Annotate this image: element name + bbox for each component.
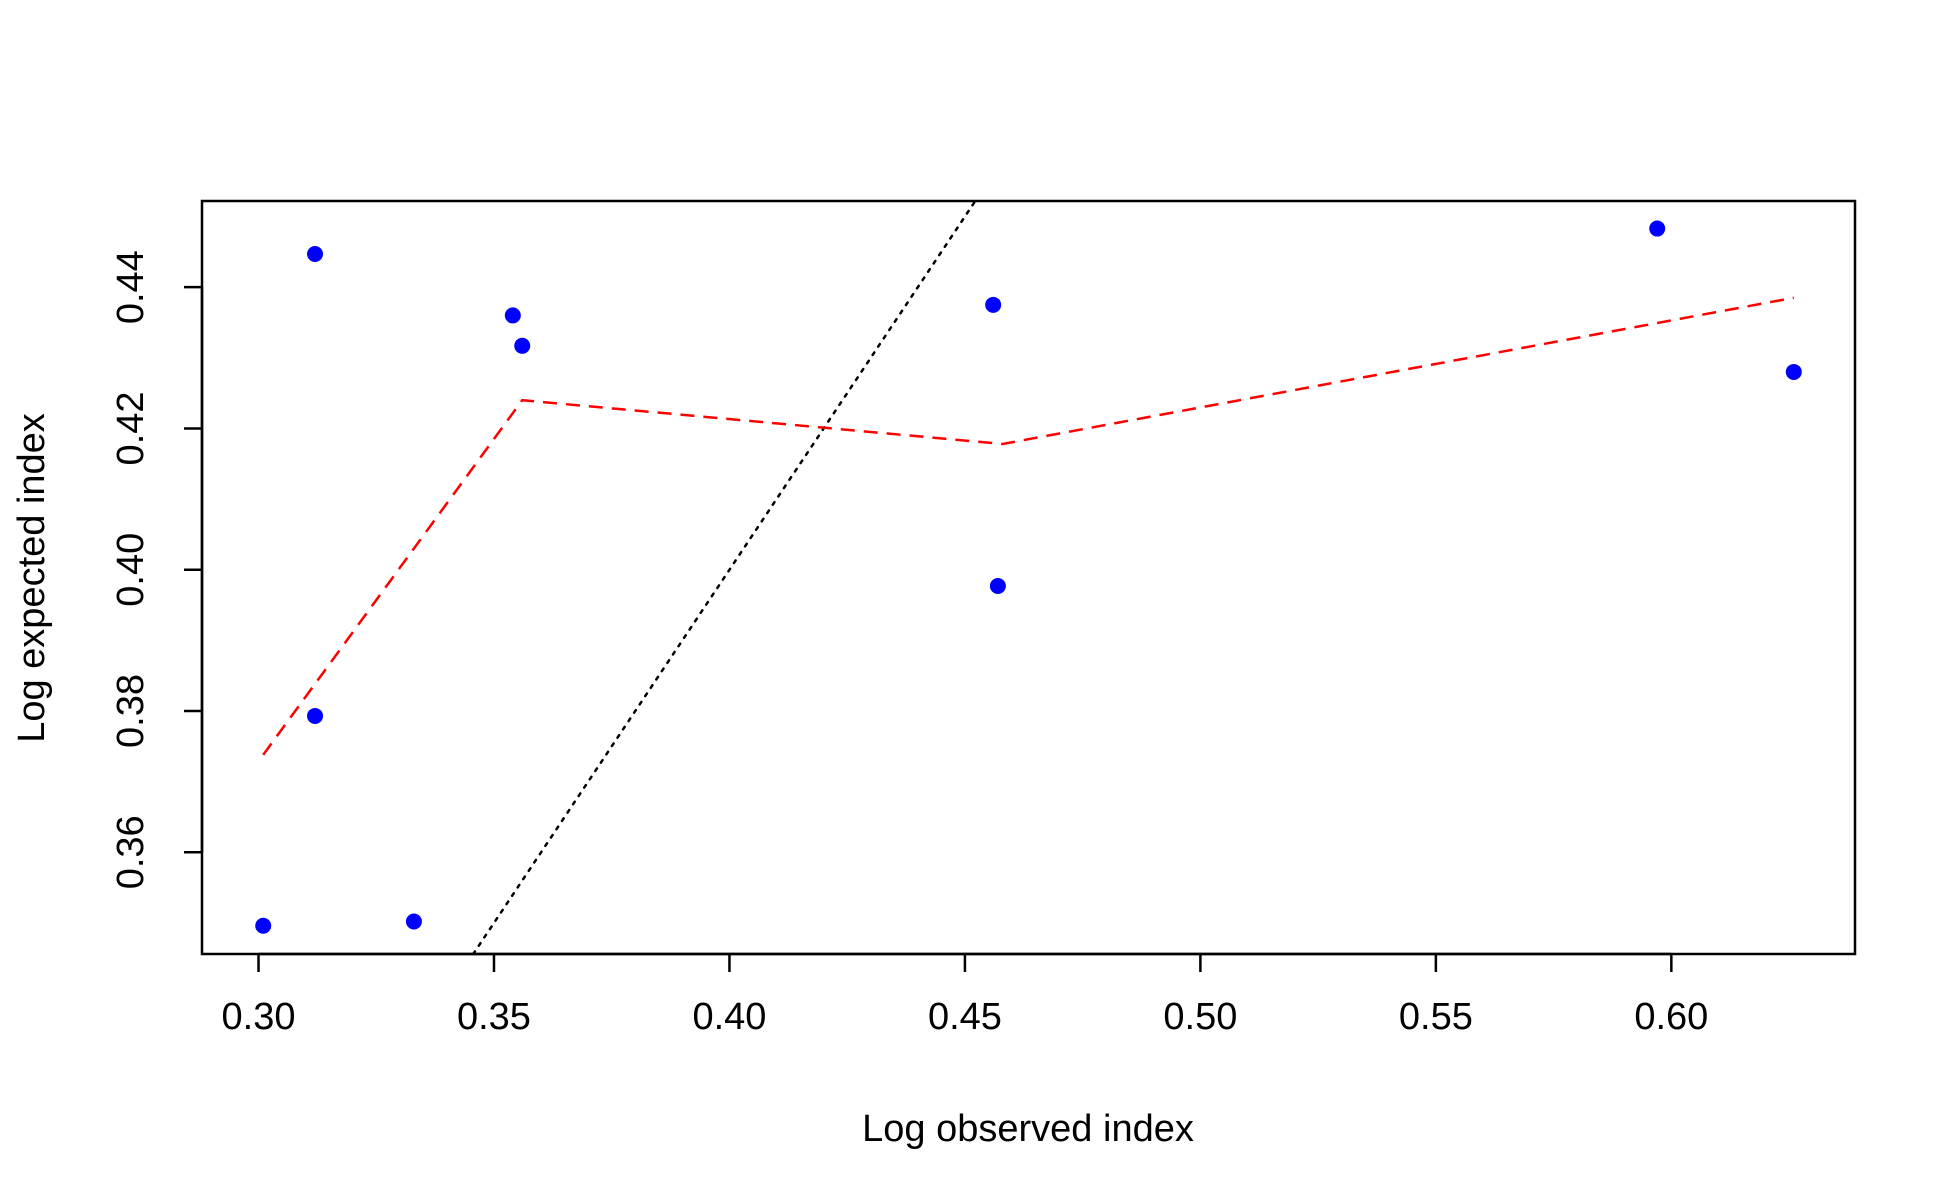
x-tick-label: 0.40 [692, 996, 766, 1038]
data-point [405, 913, 422, 930]
x-tick-label: 0.30 [222, 996, 296, 1038]
x-axis: 0.30 0.35 0.40 0.45 0.50 0.55 0.60 [222, 952, 1708, 1038]
x-axis-title: Log observed index [862, 1108, 1194, 1150]
x-tick-label: 0.60 [1634, 996, 1708, 1038]
y-tick-label: 0.42 [110, 391, 152, 465]
data-point [989, 577, 1006, 594]
data-point [255, 917, 272, 934]
data-point [504, 307, 521, 324]
trend-line-layer [262, 296, 1795, 756]
identity-line-layer [472, 201, 977, 954]
plot-frame [200, 199, 1857, 956]
x-tick-label: 0.45 [928, 996, 1002, 1038]
data-point [307, 707, 324, 724]
data-point [1649, 220, 1666, 237]
trend-line [262, 296, 1795, 756]
y-tick-label: 0.40 [110, 533, 152, 607]
data-point [985, 296, 1002, 313]
x-tick-label: 0.50 [1163, 996, 1237, 1038]
x-tick-label: 0.35 [457, 996, 531, 1038]
data-point [1785, 363, 1802, 380]
y-axis: 0.36 0.38 0.40 0.42 0.44 [110, 250, 204, 889]
points-layer [255, 220, 1802, 934]
y-axis-title: Log expected index [11, 413, 53, 743]
y-tick-label: 0.36 [110, 815, 152, 889]
data-point [307, 245, 324, 262]
y-tick-label: 0.38 [110, 674, 152, 748]
identity-line [472, 201, 977, 954]
y-tick-label: 0.44 [110, 250, 152, 324]
x-tick-label: 0.55 [1399, 996, 1473, 1038]
data-point [514, 337, 531, 354]
